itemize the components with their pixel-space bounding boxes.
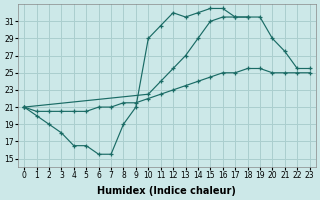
X-axis label: Humidex (Indice chaleur): Humidex (Indice chaleur) [98,186,236,196]
